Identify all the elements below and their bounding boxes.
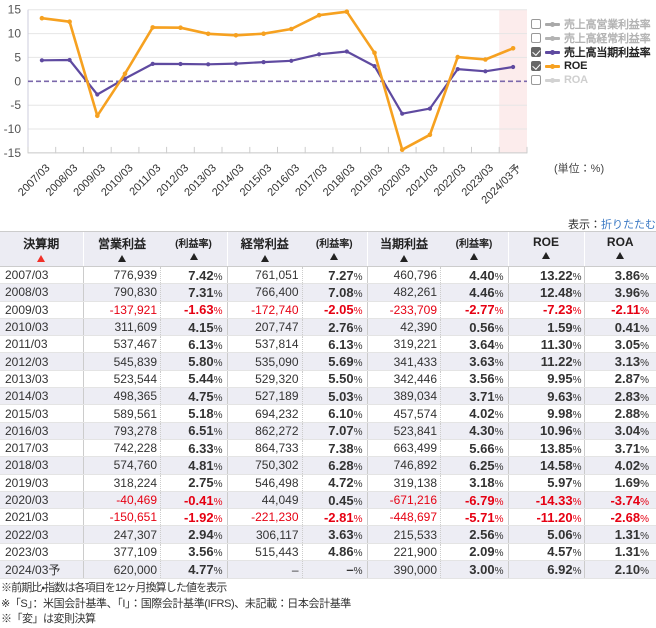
svg-text:5: 5: [14, 50, 21, 64]
svg-text:-10: -10: [4, 122, 22, 136]
svg-text:-15: -15: [4, 146, 22, 160]
svg-text:0: 0: [14, 74, 21, 88]
svg-text:15: 15: [8, 3, 22, 17]
svg-text:10: 10: [8, 27, 22, 41]
svg-text:-5: -5: [10, 98, 21, 112]
